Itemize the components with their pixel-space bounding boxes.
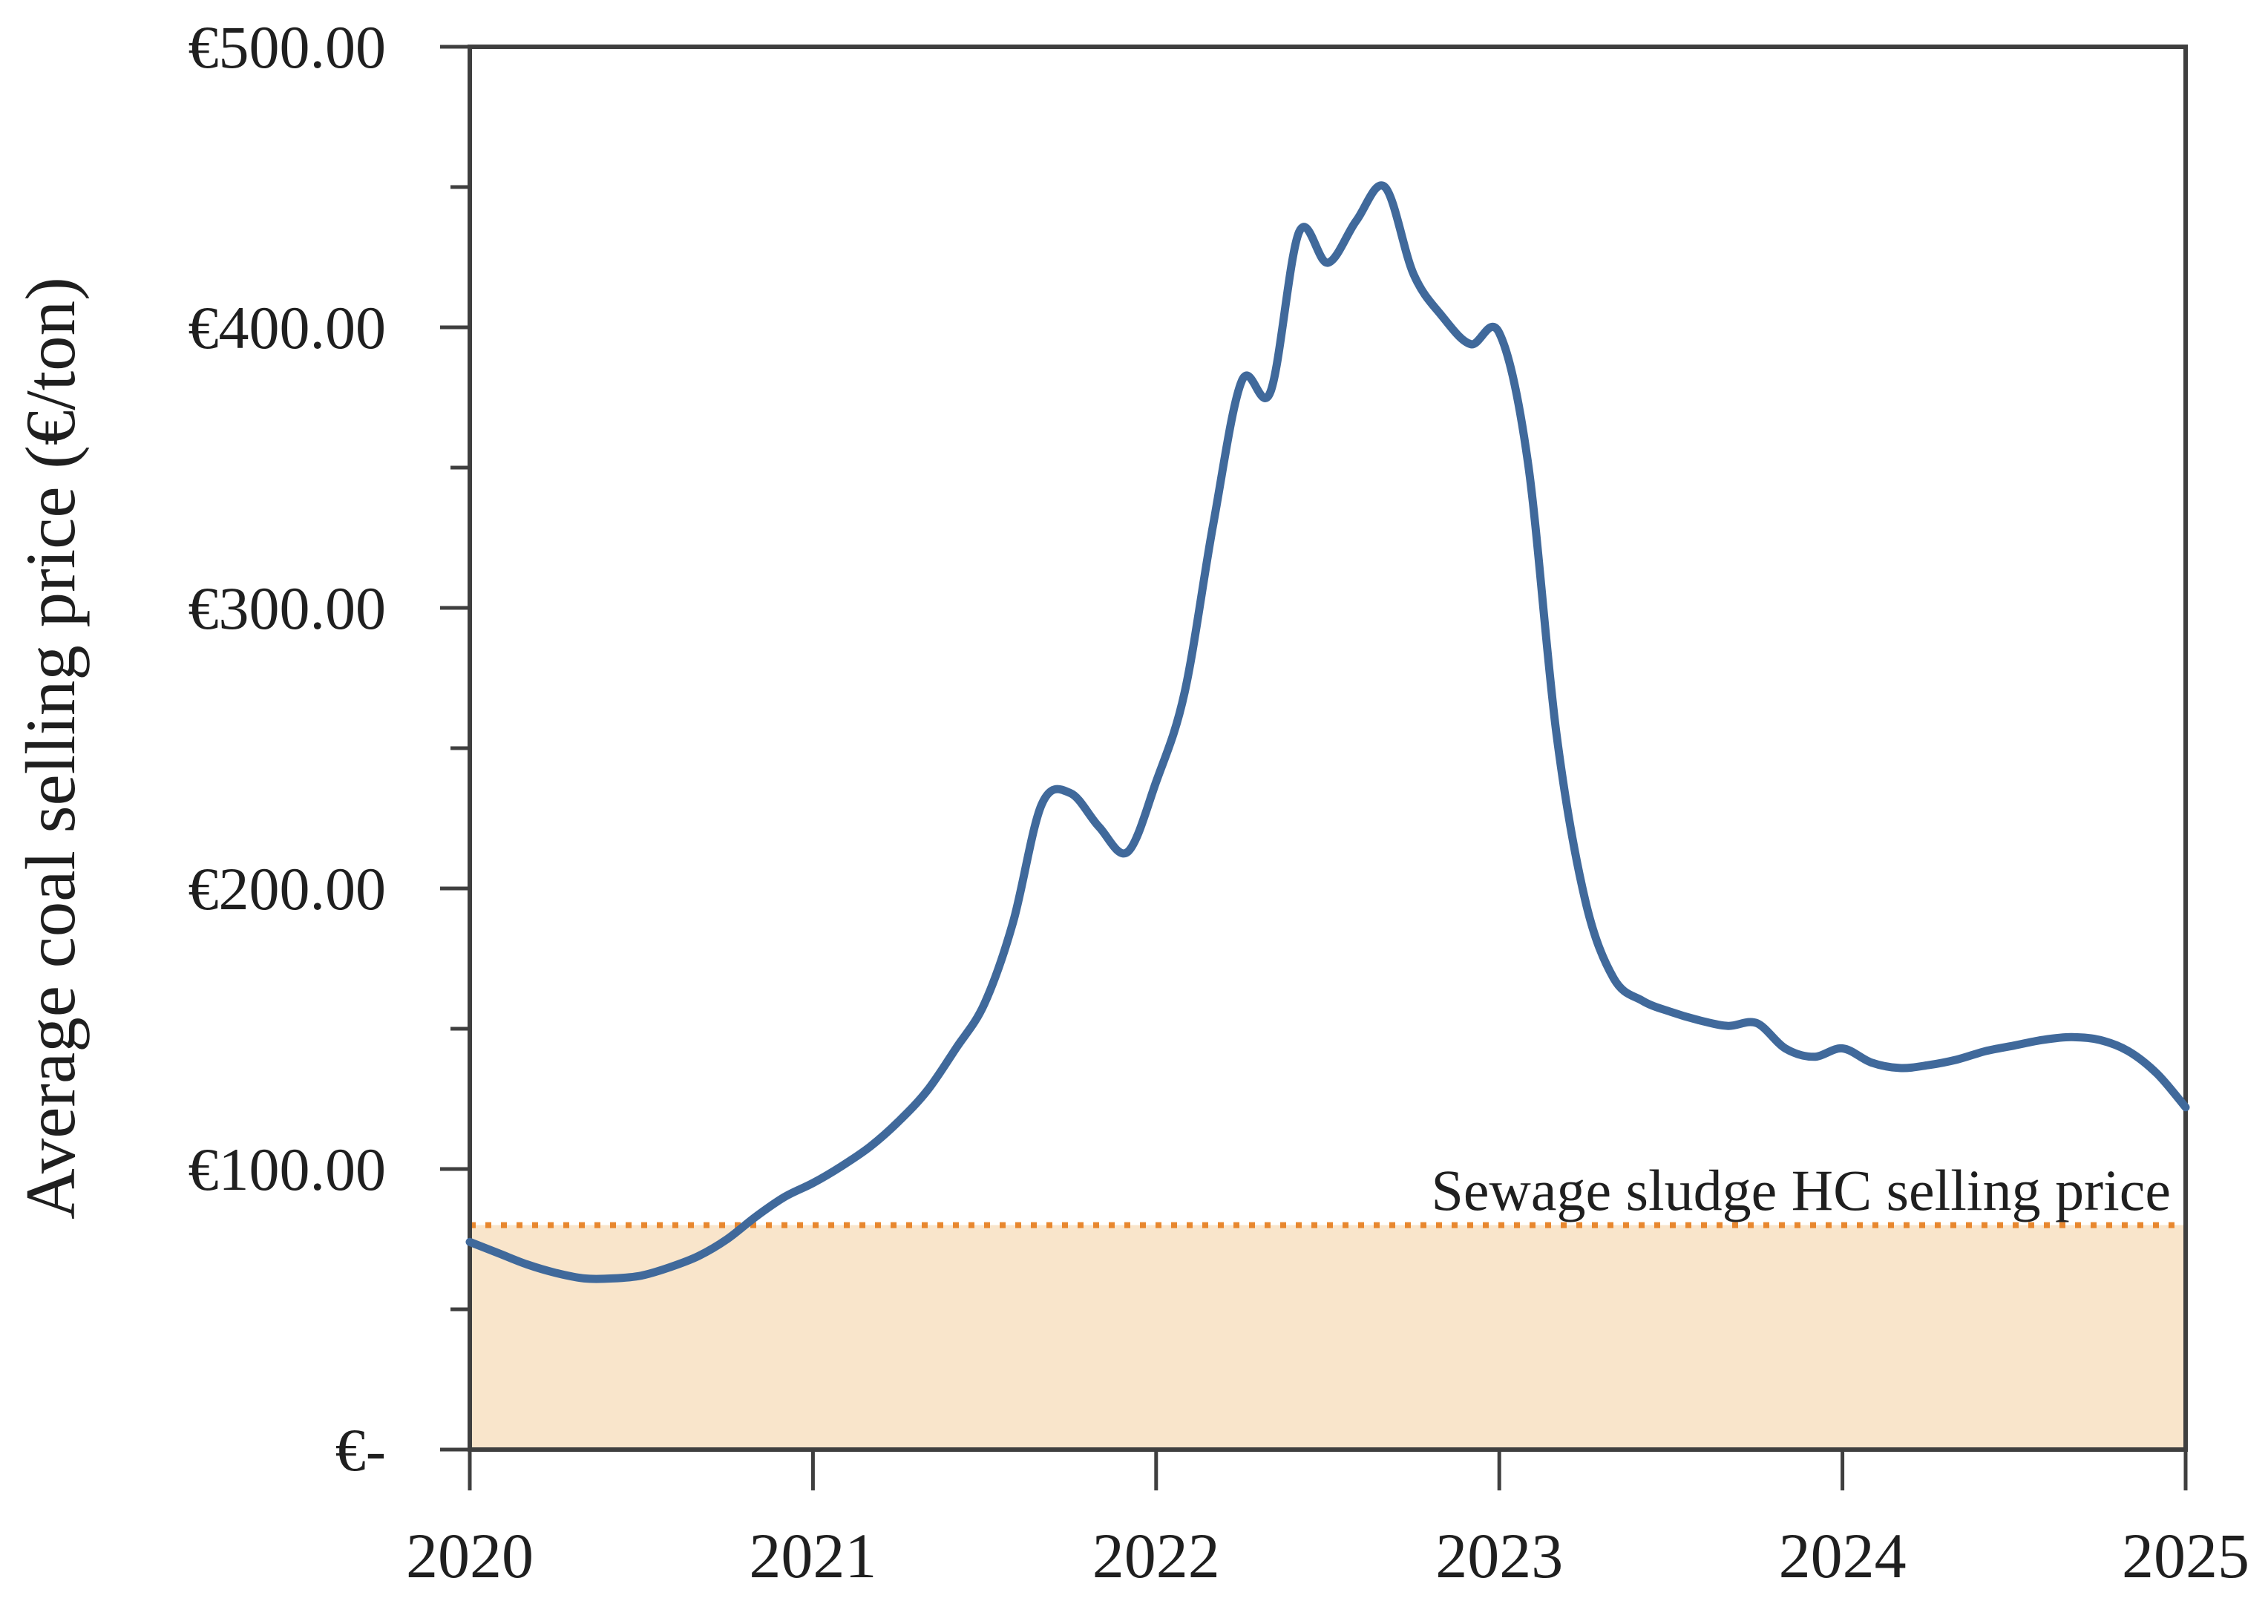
- x-tick-label: 2024: [1779, 1520, 1907, 1591]
- coal-price-line: [465, 181, 2190, 1283]
- x-tick-label: 2022: [1092, 1520, 1220, 1591]
- y-tick-label: €300.00: [189, 574, 387, 642]
- threshold-band: [470, 1225, 2186, 1450]
- y-tick-label: €100.00: [189, 1136, 387, 1203]
- axis-tick-labels: €500.00 €400.00 €300.00 €200.00 €100.00 €- 202…: [189, 13, 2250, 1591]
- y-tick-label: €-: [335, 1416, 386, 1484]
- y-tick-label: €500.00: [189, 13, 387, 81]
- axis-ticks: [440, 45, 2188, 1490]
- x-tick-label: 2023: [1435, 1520, 1563, 1591]
- plot-border: [468, 45, 2188, 1452]
- x-tick-label: 2021: [749, 1520, 876, 1591]
- x-tick-label: 2025: [2122, 1520, 2249, 1591]
- threshold-label: Sewage sludge HC selling price: [1432, 1158, 2171, 1222]
- x-tick-label: 2020: [406, 1520, 534, 1591]
- y-axis-title: Average coal selling price (€/ton): [11, 277, 90, 1219]
- y-tick-label: €400.00: [189, 294, 387, 361]
- y-tick-label: €200.00: [189, 855, 387, 923]
